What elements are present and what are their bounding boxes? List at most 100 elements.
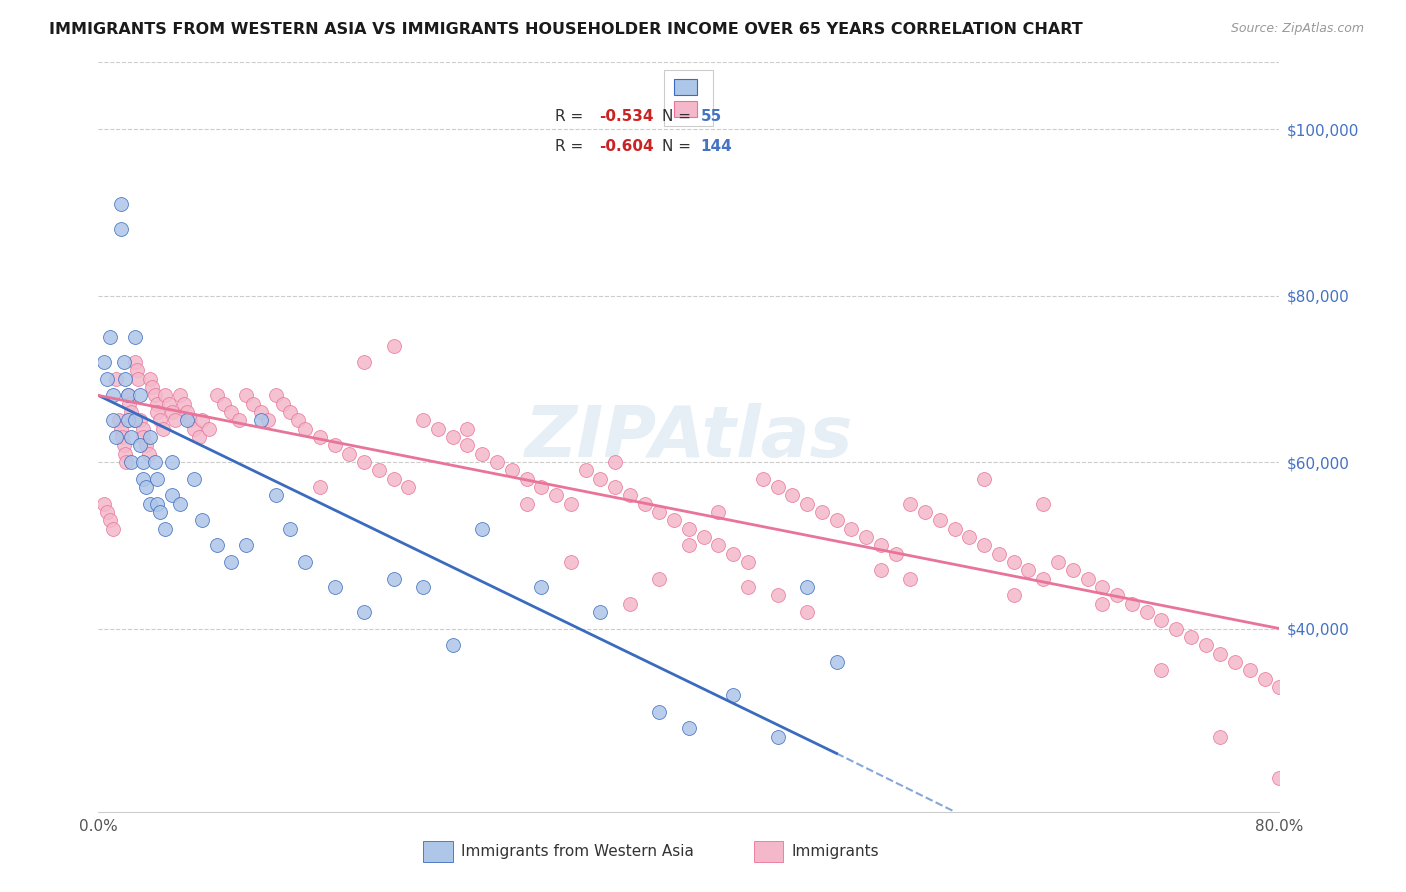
Point bbox=[1225, 655, 1247, 669]
Point bbox=[1239, 663, 1261, 677]
Point bbox=[796, 605, 818, 619]
Point bbox=[176, 413, 198, 427]
Point bbox=[707, 505, 730, 519]
Point bbox=[648, 572, 671, 586]
Point bbox=[841, 522, 863, 536]
Point bbox=[914, 505, 936, 519]
Point bbox=[1195, 638, 1218, 652]
Point bbox=[114, 372, 136, 386]
Point bbox=[141, 380, 163, 394]
Point bbox=[103, 522, 125, 536]
Point bbox=[112, 355, 135, 369]
Point bbox=[382, 572, 405, 586]
Point bbox=[1032, 497, 1054, 511]
Point bbox=[988, 547, 1011, 561]
Point bbox=[152, 422, 174, 436]
Point bbox=[242, 397, 264, 411]
Point bbox=[412, 413, 434, 427]
Point bbox=[228, 413, 250, 427]
Point bbox=[959, 530, 981, 544]
Point bbox=[294, 555, 316, 569]
Point bbox=[546, 488, 568, 502]
Point bbox=[135, 480, 157, 494]
Point bbox=[146, 497, 169, 511]
Point bbox=[1018, 563, 1040, 577]
Point bbox=[221, 555, 243, 569]
Bar bbox=[423, 841, 453, 862]
Point bbox=[323, 438, 346, 452]
Point bbox=[235, 538, 257, 552]
Point bbox=[280, 522, 302, 536]
Point bbox=[1209, 730, 1232, 744]
Point bbox=[1180, 630, 1202, 644]
Point bbox=[619, 488, 641, 502]
Point bbox=[1268, 680, 1291, 694]
Point bbox=[1268, 772, 1291, 786]
Text: -0.534: -0.534 bbox=[599, 109, 654, 124]
Point bbox=[575, 463, 598, 477]
Point bbox=[117, 388, 139, 402]
Point bbox=[339, 447, 361, 461]
Point bbox=[93, 355, 115, 369]
Point bbox=[120, 455, 142, 469]
Text: Source: ZipAtlas.com: Source: ZipAtlas.com bbox=[1230, 22, 1364, 36]
Point bbox=[128, 388, 150, 402]
Point bbox=[103, 413, 125, 427]
Point bbox=[169, 388, 191, 402]
Point bbox=[1121, 597, 1143, 611]
Point bbox=[678, 522, 700, 536]
Point bbox=[280, 405, 302, 419]
Point bbox=[96, 372, 118, 386]
Point bbox=[929, 513, 952, 527]
Point bbox=[693, 530, 716, 544]
Point bbox=[287, 413, 309, 427]
Point bbox=[120, 430, 142, 444]
Point bbox=[648, 505, 671, 519]
Text: Immigrants from Western Asia: Immigrants from Western Asia bbox=[461, 844, 695, 859]
Point bbox=[737, 555, 759, 569]
Point bbox=[1032, 572, 1054, 586]
Point bbox=[124, 330, 146, 344]
Point bbox=[114, 447, 136, 461]
Point bbox=[117, 388, 139, 402]
Point bbox=[162, 405, 183, 419]
Point bbox=[1002, 588, 1025, 602]
Text: N =: N = bbox=[662, 109, 696, 124]
Point bbox=[1091, 580, 1114, 594]
Point bbox=[678, 722, 700, 736]
Point bbox=[108, 413, 131, 427]
Point bbox=[900, 572, 922, 586]
Point bbox=[825, 655, 848, 669]
Point bbox=[441, 430, 464, 444]
Point bbox=[900, 497, 922, 511]
Point bbox=[205, 388, 228, 402]
Bar bbox=[754, 841, 783, 862]
Point bbox=[353, 605, 375, 619]
Point bbox=[110, 197, 132, 211]
Point bbox=[98, 513, 121, 527]
Point bbox=[766, 588, 789, 602]
Point bbox=[1150, 613, 1173, 627]
Point bbox=[169, 497, 191, 511]
Point bbox=[198, 422, 221, 436]
Point bbox=[1091, 597, 1114, 611]
Point bbox=[1046, 555, 1070, 569]
Text: ZIPAtlas: ZIPAtlas bbox=[524, 402, 853, 472]
Point bbox=[634, 497, 657, 511]
Point bbox=[870, 538, 893, 552]
Point bbox=[382, 472, 405, 486]
Point bbox=[1254, 672, 1277, 686]
Point bbox=[1150, 663, 1173, 677]
Point bbox=[117, 413, 139, 427]
Point bbox=[165, 413, 187, 427]
Point bbox=[678, 538, 700, 552]
Text: R =: R = bbox=[555, 109, 589, 124]
Point bbox=[124, 413, 146, 427]
Point bbox=[124, 355, 146, 369]
Point bbox=[111, 430, 134, 444]
Point bbox=[173, 397, 195, 411]
Point bbox=[427, 422, 450, 436]
Point bbox=[441, 638, 464, 652]
Point bbox=[110, 422, 132, 436]
Point bbox=[122, 413, 145, 427]
